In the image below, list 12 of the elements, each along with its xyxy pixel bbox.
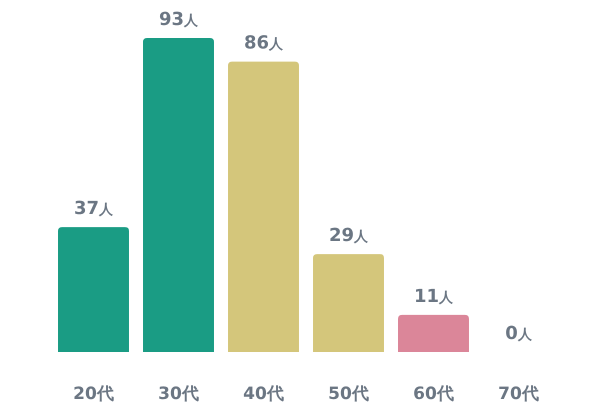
data-label: 86人 — [244, 32, 284, 54]
x-tick-label: 20代 — [73, 384, 114, 404]
data-label: 0人 — [505, 323, 533, 344]
x-tick-label: 70代 — [498, 384, 539, 404]
data-label: 37人 — [74, 198, 114, 220]
data-label: 29人 — [328, 225, 370, 246]
x-tick-label: 50代 — [328, 384, 369, 404]
x-tick-label: 40代 — [243, 384, 284, 404]
data-label: 93人 — [158, 9, 200, 30]
x-tick-label: 60代 — [413, 384, 454, 404]
data-label: 11人 — [414, 286, 454, 307]
x-tick-label: 30代 — [158, 384, 199, 404]
